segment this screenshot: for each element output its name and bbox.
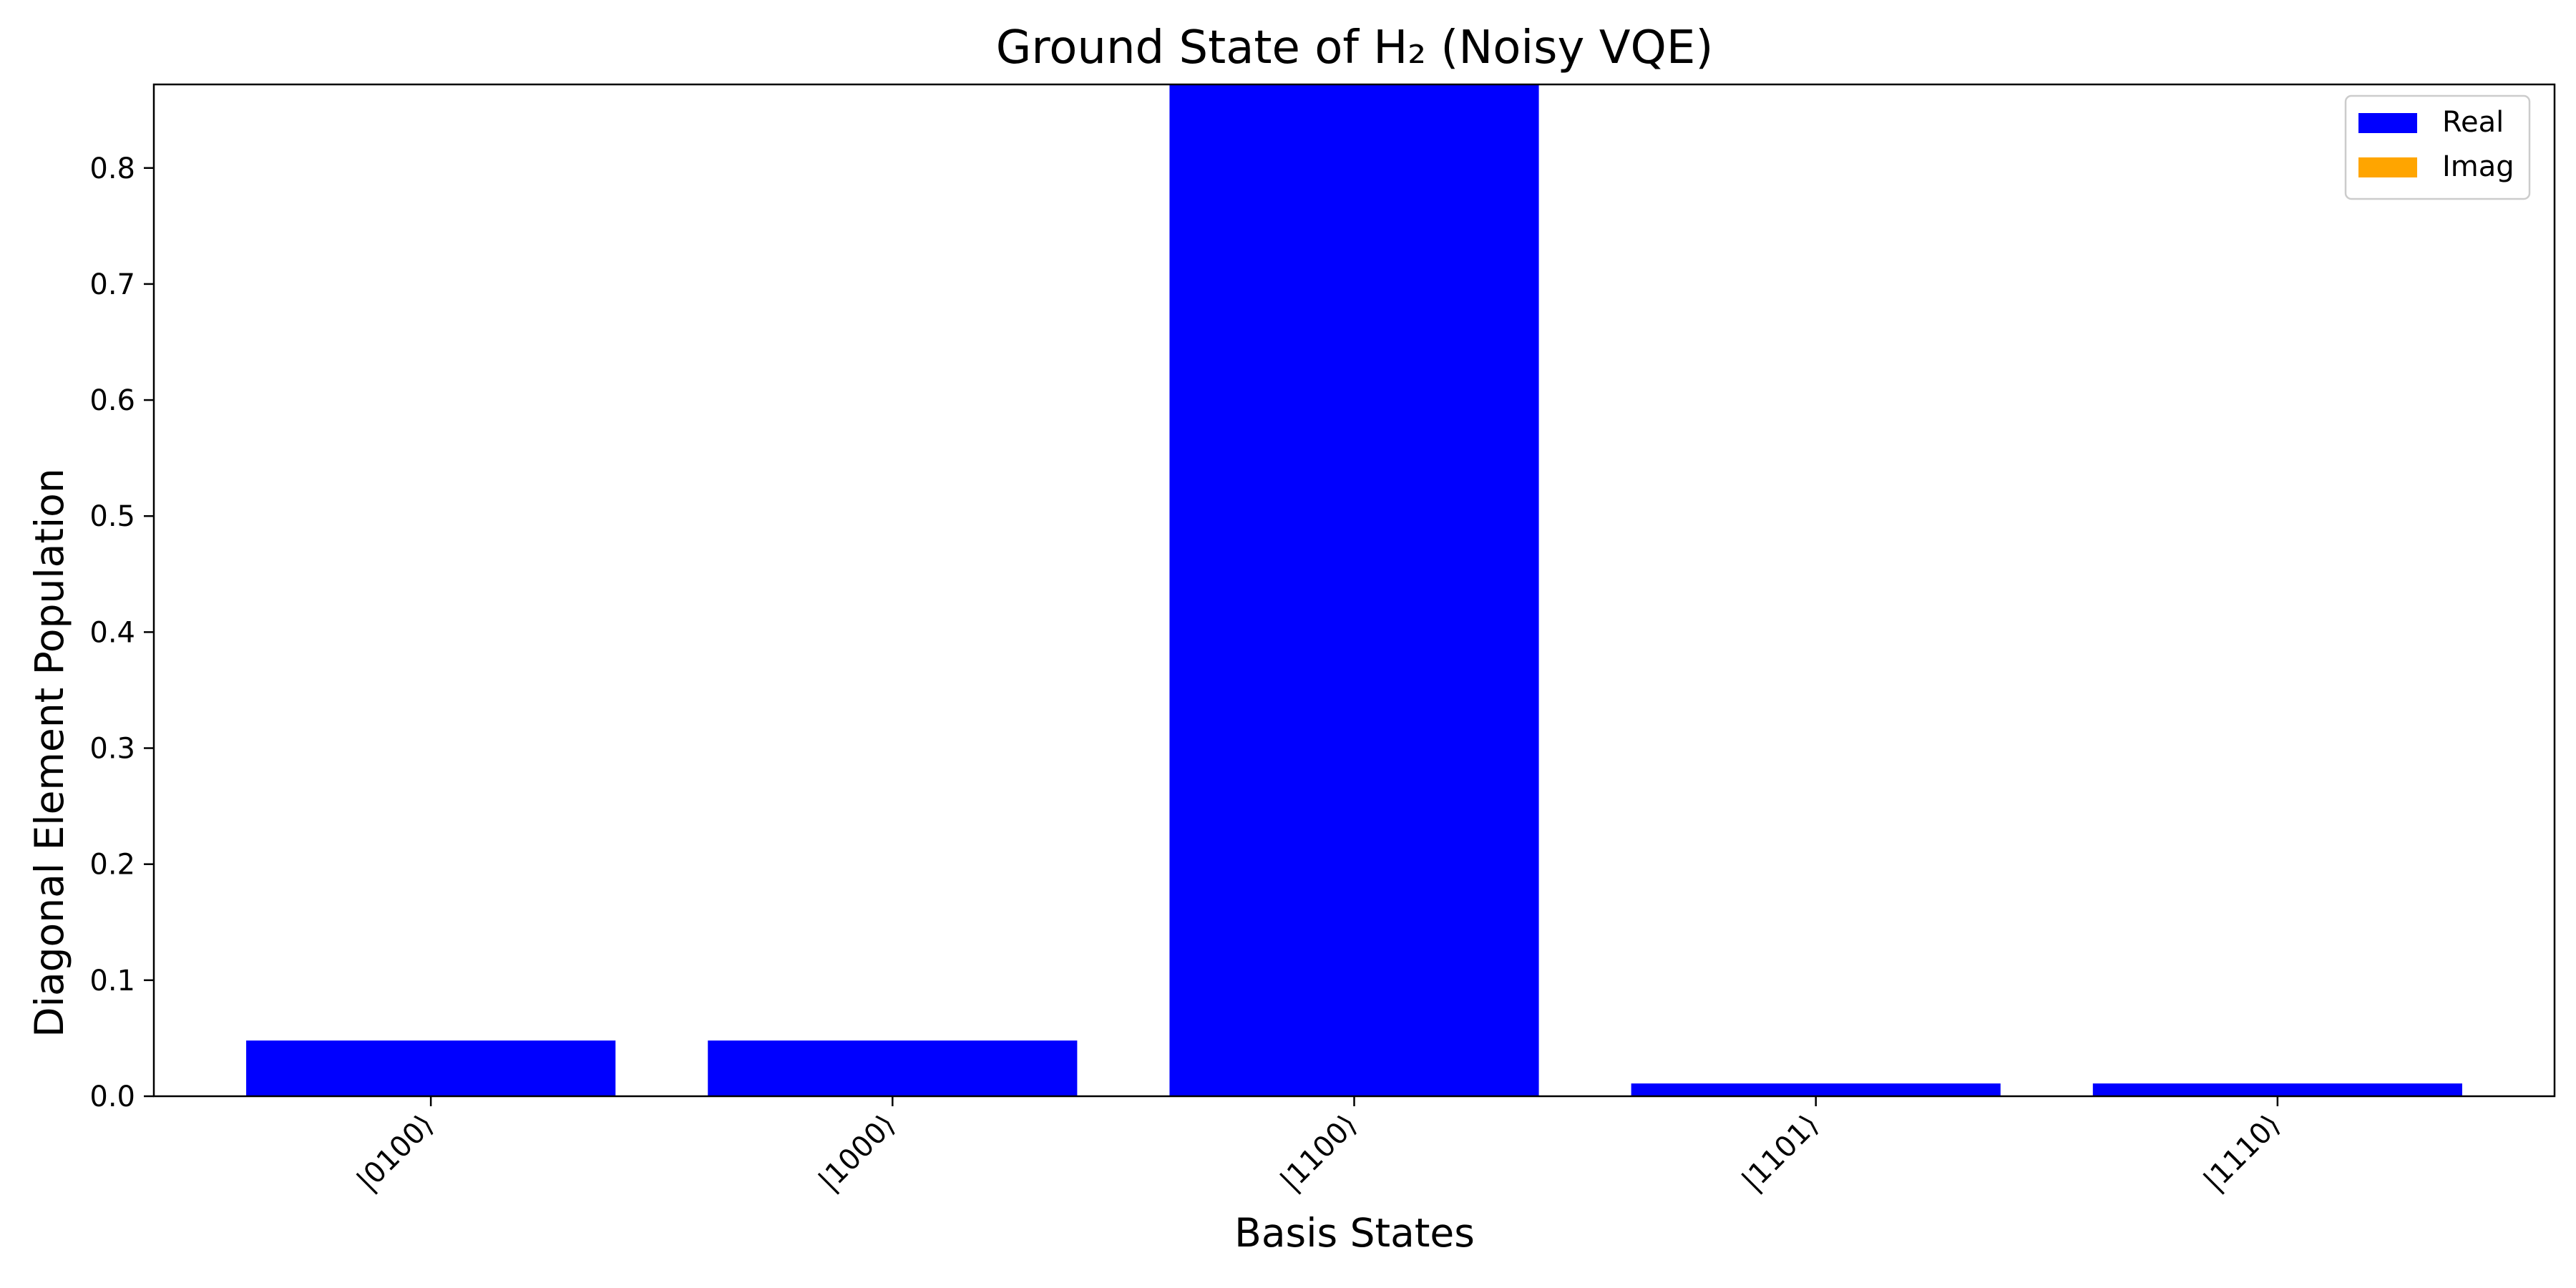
y-tick-label: 0.6 (89, 384, 135, 417)
y-tick-label: 0.1 (89, 965, 135, 997)
y-tick-label: 0.4 (89, 616, 135, 649)
bar-real-2 (1169, 84, 1539, 1096)
legend-swatch-real (2358, 113, 2417, 133)
legend-label-imag: Imag (2442, 150, 2514, 183)
legend-label-real: Real (2442, 106, 2504, 139)
y-tick-label: 0.7 (89, 268, 135, 301)
x-axis-label: Basis States (1234, 1210, 1475, 1256)
chart-title: Ground State of H₂ (Noisy VQE) (996, 21, 1714, 74)
legend-swatch-imag (2358, 157, 2417, 177)
y-axis-label: Diagonal Element Population (26, 468, 72, 1037)
bar-real-0 (246, 1040, 616, 1096)
y-tick-label: 0.0 (89, 1080, 135, 1113)
legend: Real Imag (2344, 94, 2531, 200)
bar-real-4 (2092, 1083, 2462, 1096)
y-tick-label: 0.5 (89, 500, 135, 533)
plot-area-frame (152, 83, 2556, 1098)
bars-group (246, 84, 2462, 1096)
y-axis: 0.0 0.1 0.2 0.3 0.4 0.5 0.6 0.7 0.8 (89, 152, 154, 1113)
bar-real-1 (708, 1040, 1078, 1096)
y-tick-label: 0.8 (89, 152, 135, 185)
y-tick-label: 0.2 (89, 849, 135, 882)
bar-real-3 (1631, 1083, 2001, 1096)
y-tick-label: 0.3 (89, 733, 135, 766)
